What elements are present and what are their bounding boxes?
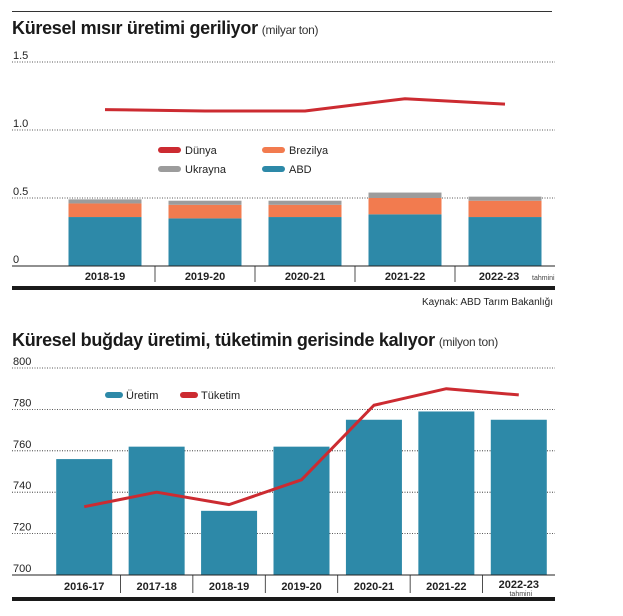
bar-segment [368,214,442,266]
chart2-title: Küresel buğday üretimi, tüketimin gerisi… [12,330,435,350]
legend-label: Brezilya [289,145,329,157]
x-tick-label: 2022-23 [479,271,519,283]
y-tick-label: 0 [13,254,19,266]
bar-segment [168,200,242,205]
bottom-rule [12,597,555,601]
y-tick-label: 780 [13,397,31,409]
y-tick-label: 1.5 [13,50,28,62]
x-tick-label: 2021-22 [385,271,425,283]
y-tick-label: 700 [13,563,31,575]
legend-label: Dünya [185,145,218,157]
chart1-unit: (milyar ton) [261,23,319,37]
bar-segment [168,204,242,219]
y-tick-label: 760 [13,439,31,451]
y-tick-label: 0.5 [13,186,28,198]
chart2-title-row: Küresel buğday üretimi, tüketimin gerisi… [12,330,498,351]
bar-segment [168,218,242,266]
legend-label: Ukrayna [185,164,227,176]
legend-swatch [105,392,123,398]
legend-label: Tüketim [201,390,240,402]
bar-uretim [56,459,113,575]
bar-segment [68,203,142,218]
bar-segment [268,200,342,205]
legend-swatch [262,166,285,172]
y-tick-label: 1.0 [13,118,28,130]
x-tick-label: 2020-21 [285,271,325,283]
bar-segment [468,200,542,218]
legend-swatch [180,392,198,398]
bar-uretim [201,510,258,575]
y-tick-label: 740 [13,480,31,492]
bottom-rule [12,286,555,290]
x-tick-label: 2020-21 [354,581,394,593]
line-tuketim [83,387,519,509]
corn-production-chart: 0 0.5 1.0 1.5 2018-19 2019-20 2020-21 2021-22 20… [12,50,555,290]
x-tick-label: 2021-22 [426,581,466,593]
bar-segment [68,199,142,204]
bar-segment [368,192,442,198]
chart1-title-row: Küresel mısır üretimi geriliyor (milyar t… [12,18,319,39]
legend-label: Üretim [126,390,158,402]
wheat-production-chart: 700 720 740 760 780 800 2016-17 2017-18 2018-19 2… [12,356,555,601]
x-tick-label: 2019-20 [281,581,321,593]
top-rule [12,11,552,12]
chart2-unit: (milyon ton) [438,335,498,349]
legend-label: ABD [289,164,312,176]
bar-uretim [273,446,330,575]
x-tick-label: 2019-20 [185,271,225,283]
legend-swatch [262,147,285,153]
legend-swatch [158,166,181,172]
bar-uretim [345,419,402,575]
bar-segment [268,204,342,218]
y-tick-label: 720 [13,522,31,534]
bar-uretim [418,411,475,575]
y-tick-label: 800 [13,356,31,368]
x-tick-label: 2018-19 [209,581,249,593]
line-dunya [104,97,506,113]
bar-uretim [128,446,185,575]
x-tick-label: 2017-18 [136,581,176,593]
x-tick-label: 2016-17 [64,581,104,593]
bar-segment [68,217,142,266]
bar-segment [268,217,342,266]
chart1-source: Kaynak: ABD Tarım Bakanlığı [422,297,553,308]
x-tick-label: 2018-19 [85,271,125,283]
x-tick-label: 2022-23 [499,579,539,591]
bar-segment [368,198,442,215]
bar-segment [468,217,542,266]
bar-segment [468,196,542,201]
legend-swatch [158,147,181,153]
bar-uretim [490,419,547,575]
chart1-title: Küresel mısır üretimi geriliyor [12,18,258,38]
category-note: tahmini [509,591,532,598]
category-note: tahmini [532,275,555,282]
